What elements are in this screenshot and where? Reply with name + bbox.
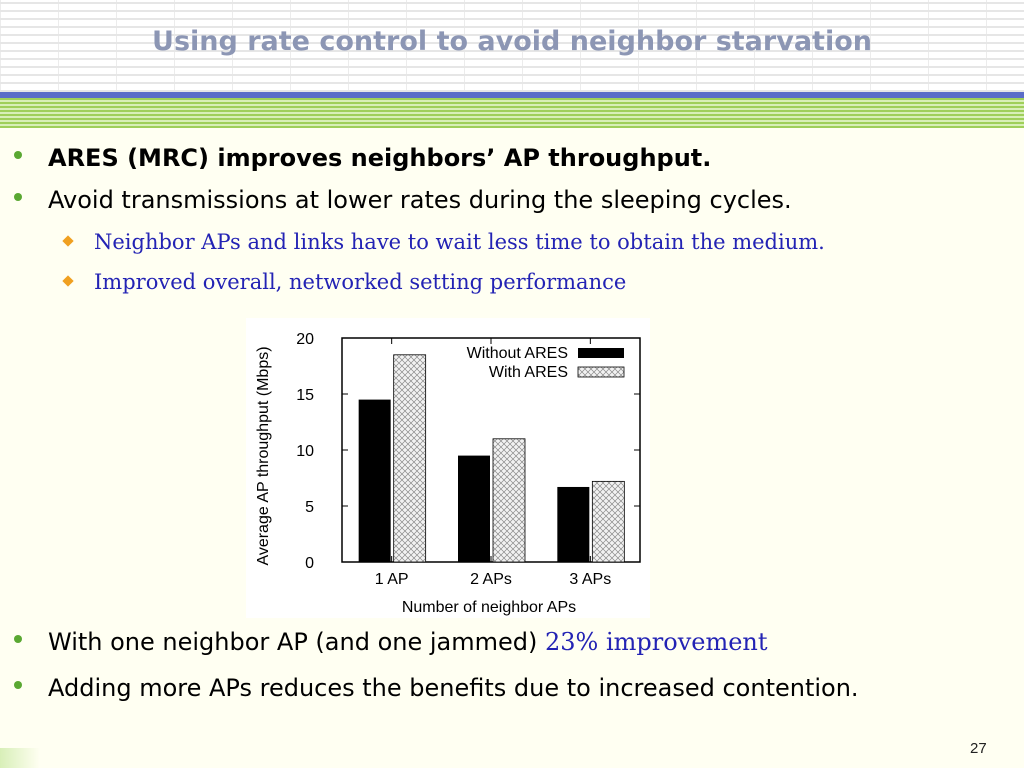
bar-1-2 [591,480,625,563]
x-axis-label: Number of neighbor APs [402,599,576,616]
x-tick-label: 1 AP [375,571,409,588]
sub-bullet-1-text: Neighbor APs and links have to wait less… [94,230,825,254]
bar-1-1 [492,438,526,563]
bar-1-0 [393,354,427,563]
bullet-4-text: Adding more APs reduces the benefits due… [48,674,859,702]
legend-label-0: Without ARES [467,345,568,362]
y-tick-label: 0 [305,555,314,572]
legend-swatch-1 [577,366,625,378]
title-banner [0,0,1024,92]
header-divider-gap [0,128,1024,132]
y-axis-label: Average AP throughput (Mbps) [255,346,272,565]
bullet-3-main: With one neighbor AP (and one jammed) [48,628,545,656]
header-divider-blue [0,92,1024,98]
legend-swatch-0 [578,348,624,358]
bar-0-0 [358,399,391,562]
bullet-dot-icon [14,635,22,643]
bullet-dot-icon [14,193,22,201]
improvement-highlight: 23% improvement [545,628,768,656]
y-tick-label: 15 [296,387,314,404]
slide-title: Using rate control to avoid neighbor sta… [152,26,872,57]
bullet-1-text: ARES (MRC) improves neighbors’ AP throug… [48,144,712,172]
bullet-3-text: With one neighbor AP (and one jammed) 23… [48,628,768,656]
sub-bullet-2-text: Improved overall, networked setting perf… [94,270,627,294]
y-tick-label: 5 [305,499,314,516]
y-tick-label: 10 [296,443,314,460]
corner-decoration [0,748,40,768]
bar-0-1 [458,455,490,562]
diamond-bullet-icon [62,275,74,287]
chart-svg: 0 5 10 15 20 1 AP 2 APs 3 APs Number of neighbor… [255,331,641,616]
bullet-dot-icon [14,681,22,689]
page-number: 27 [970,740,987,757]
throughput-bar-chart: 0 5 10 15 20 1 AP 2 APs 3 APs Number of neighbor… [246,318,650,618]
diamond-bullet-icon [62,235,74,247]
x-tick-label: 3 APs [569,571,611,588]
bullet-2-text: Avoid transmissions at lower rates durin… [48,186,792,214]
bar-0-2 [557,486,590,562]
x-tick-label: 2 APs [470,571,512,588]
header-divider-green [0,98,1024,128]
legend-label-1: With ARES [489,364,568,381]
y-tick-label: 20 [296,331,314,348]
bullet-dot-icon [14,151,22,159]
